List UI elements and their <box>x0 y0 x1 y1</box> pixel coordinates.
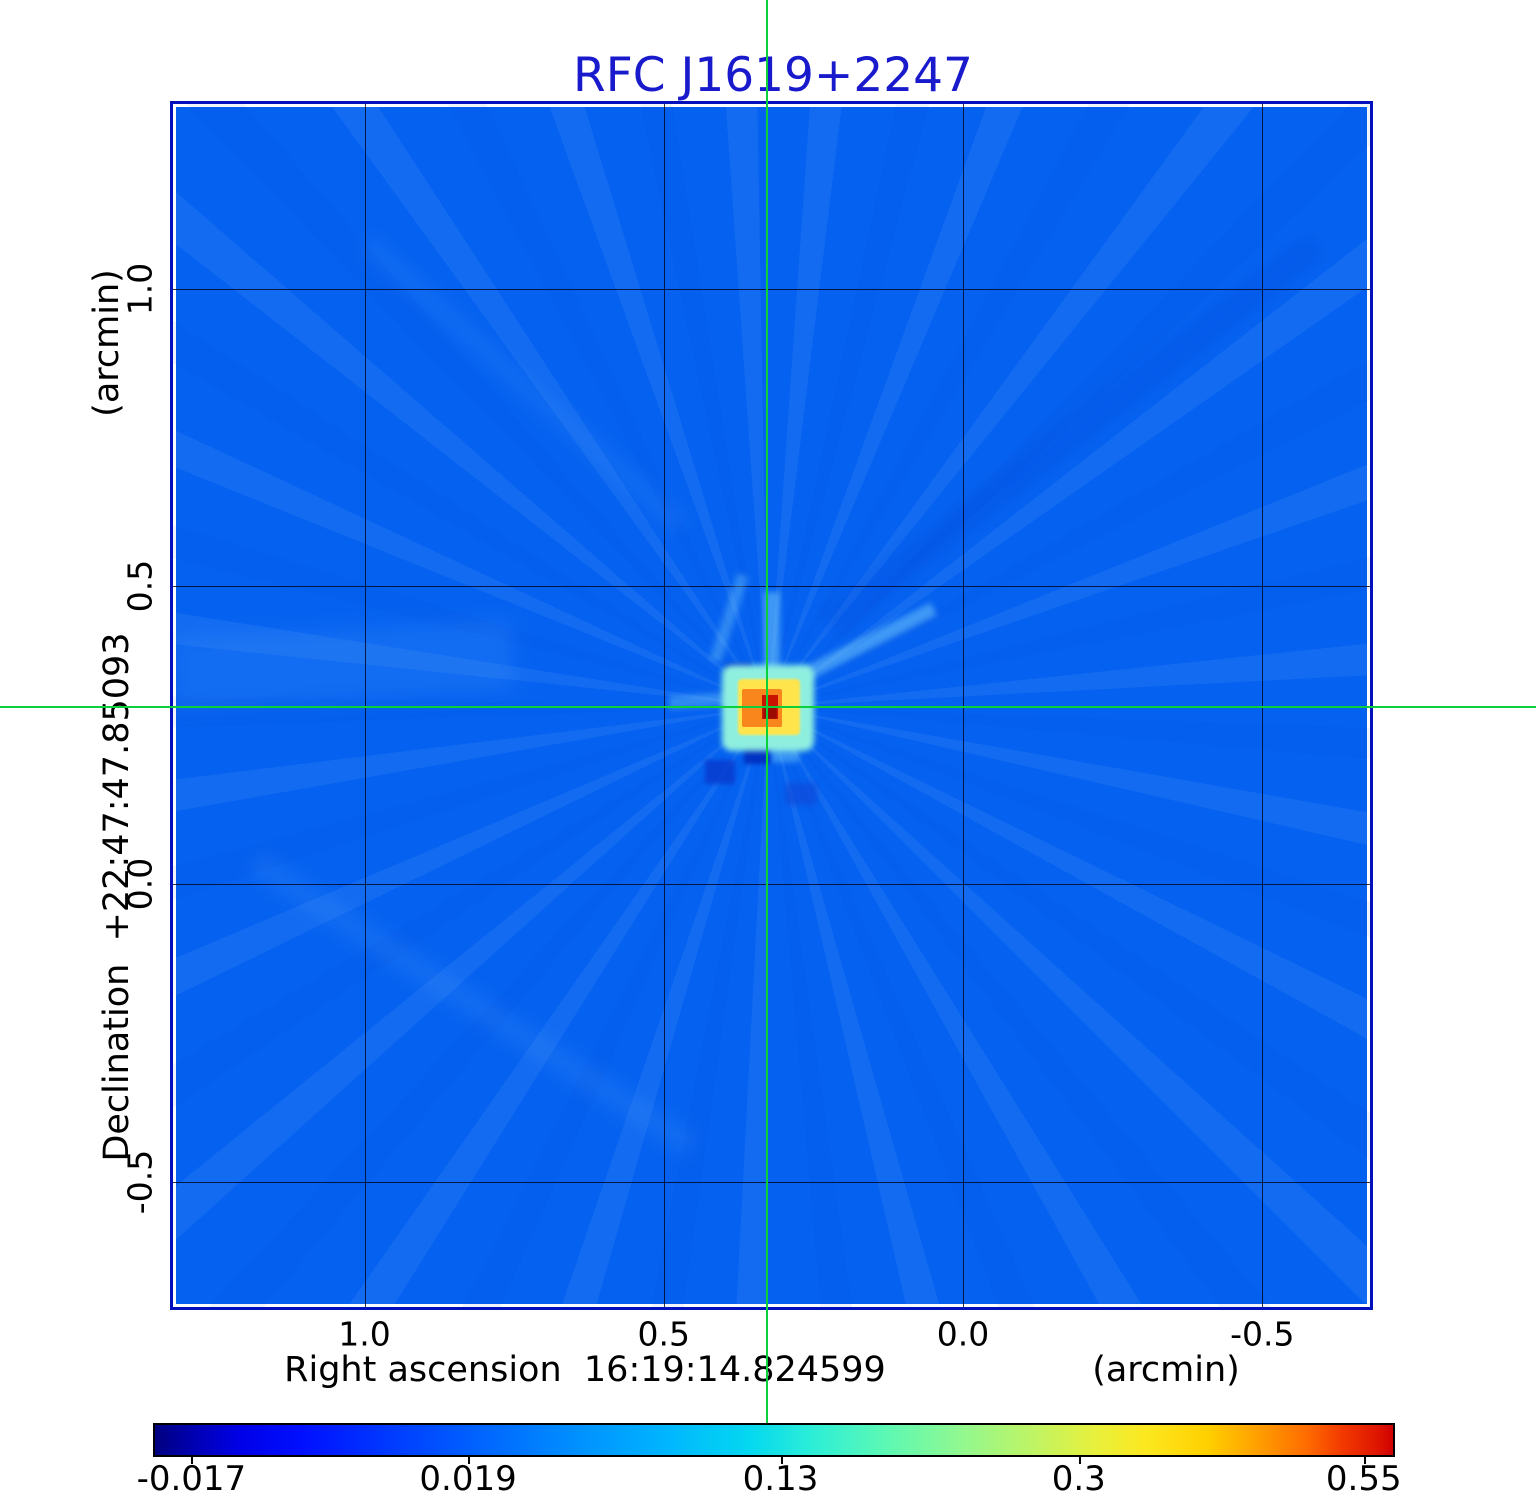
y-axis-title: Declination +22:47:47.85093 <box>97 632 137 1162</box>
gridline-horizontal <box>173 586 1370 588</box>
colorbar-tick-label: 0.13 <box>742 1459 819 1499</box>
x-axis-title: Right ascension 16:19:14.824599 <box>284 1350 886 1390</box>
crosshair-horizontal-line <box>0 706 1536 709</box>
colorbar-tick <box>1078 1457 1081 1464</box>
gridline-vertical <box>1262 104 1264 1307</box>
crosshair-vertical-line <box>766 0 769 1423</box>
plot-title: RFC J1619+2247 <box>573 48 973 103</box>
colorbar-tick-label: -0.017 <box>136 1459 247 1499</box>
colorbar-tick <box>191 1457 194 1464</box>
x-tick-label: 0.0 <box>936 1314 990 1354</box>
x-tick-label: 1.0 <box>338 1314 391 1354</box>
x-axis-unit: (arcmin) <box>1092 1350 1240 1390</box>
colorbar-tick-label: 0.3 <box>1051 1459 1106 1499</box>
colorbar-tick-label: 0.55 <box>1325 1459 1402 1499</box>
gridline-horizontal <box>173 1181 1370 1183</box>
gridline-horizontal <box>173 288 1370 290</box>
colorbar-tick <box>1363 1457 1366 1464</box>
colorbar-tick-label: 0.019 <box>419 1459 517 1499</box>
colorbar-jet <box>153 1423 1395 1457</box>
colorbar-tick <box>468 1457 471 1464</box>
colorbar-tick <box>780 1457 783 1464</box>
y-axis-unit: (arcmin) <box>87 269 127 417</box>
x-tick-label: 0.5 <box>637 1314 691 1354</box>
gridline-vertical <box>364 104 366 1307</box>
gridline-vertical <box>663 104 665 1307</box>
gridline-horizontal <box>173 884 1370 886</box>
gridline-vertical <box>963 104 965 1307</box>
x-tick-label: -0.5 <box>1230 1314 1295 1354</box>
y-tick-label: 0.5 <box>120 560 160 613</box>
